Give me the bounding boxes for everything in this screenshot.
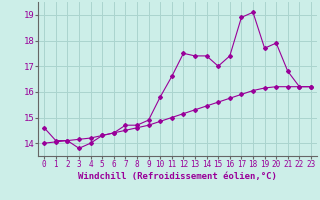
X-axis label: Windchill (Refroidissement éolien,°C): Windchill (Refroidissement éolien,°C) [78, 172, 277, 181]
